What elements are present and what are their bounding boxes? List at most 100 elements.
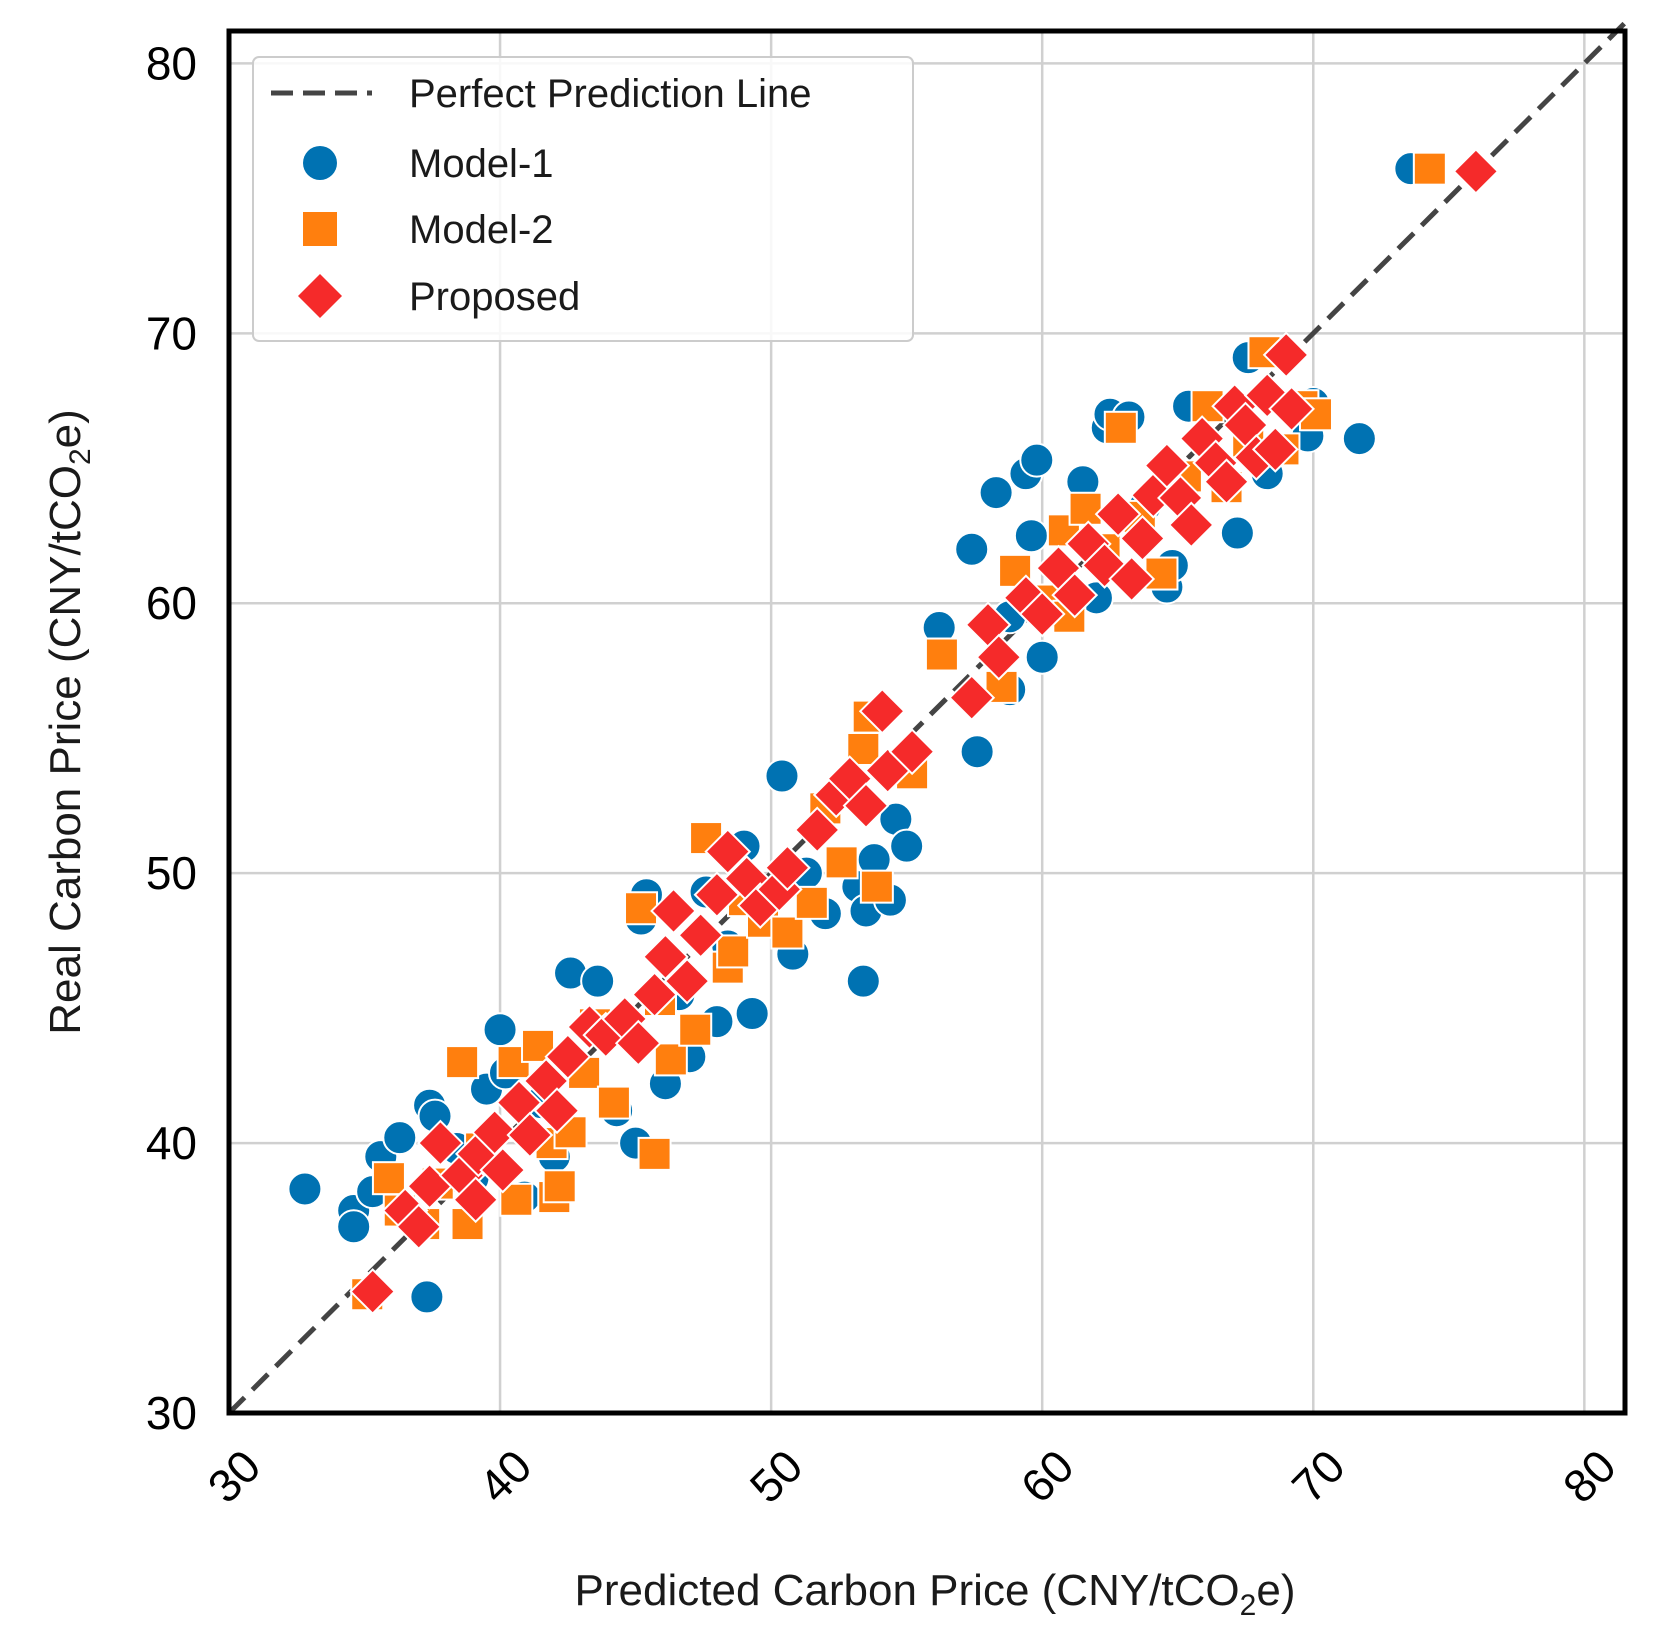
proposed-point	[533, 1087, 581, 1135]
y-tick-label: 70	[146, 307, 197, 359]
model-1-point	[1341, 421, 1377, 457]
proposed-point	[395, 1203, 443, 1251]
legend-label-model-2: Model-2	[409, 208, 554, 252]
model-2-point	[859, 869, 894, 904]
model-2-point	[371, 1161, 406, 1196]
proposed-point	[975, 633, 1023, 681]
legend: Perfect Prediction Line Model-1 Model-2 …	[252, 56, 914, 342]
proposed-point	[1094, 490, 1142, 538]
model-1-point	[1024, 639, 1060, 675]
proposed-point	[471, 1108, 519, 1156]
plot-frame	[226, 28, 1628, 1416]
y-tick-label: 50	[146, 847, 197, 899]
y-tick-label: 80	[146, 37, 197, 89]
model-1-point	[1219, 515, 1255, 551]
proposed-point	[1452, 147, 1500, 195]
proposed-point	[506, 1111, 554, 1159]
proposed-point	[349, 1268, 397, 1315]
proposed-point	[479, 1146, 527, 1194]
x-axis-title-end: e)	[1256, 1566, 1295, 1615]
legend-diamond-icon	[298, 274, 342, 318]
proposed-point	[544, 1033, 592, 1081]
proposed-point	[452, 1176, 500, 1224]
legend-label-model-1: Model-1	[409, 142, 554, 186]
proposed-point	[693, 871, 741, 919]
proposed-point	[1167, 501, 1215, 549]
proposed-point	[704, 828, 752, 875]
model-1-point	[959, 734, 995, 770]
model-2-point	[596, 1085, 631, 1120]
model-2-point	[1144, 556, 1179, 591]
proposed-point	[650, 887, 697, 935]
model-2-point	[1068, 491, 1103, 526]
y-tick-labels: 30 40 50 60 70 80	[146, 37, 197, 1439]
model-1-point	[889, 828, 925, 864]
model-2-point	[1103, 410, 1138, 445]
y-tick-label: 40	[146, 1117, 197, 1169]
proposed-point	[1262, 331, 1310, 379]
model-1-point	[580, 963, 616, 999]
proposed-point	[948, 674, 996, 722]
y-tick-label: 60	[146, 577, 197, 629]
proposed-point	[417, 1119, 464, 1167]
data-points	[287, 147, 1500, 1315]
proposed-point	[1203, 458, 1250, 506]
model-2-point	[542, 1169, 577, 1204]
legend-box	[252, 56, 914, 342]
y-axis-title-subscript: 2	[64, 448, 97, 465]
legend-label-proposed: Proposed	[409, 275, 580, 319]
model-1-point	[482, 1012, 518, 1048]
y-axis-title-main: Real Carbon Price (CNY/tCO	[41, 465, 90, 1035]
model-1-point	[764, 758, 800, 794]
model-1-point	[845, 963, 881, 999]
model-2-point	[653, 1042, 688, 1077]
model-2-point	[794, 885, 829, 920]
proposed-point	[1143, 442, 1191, 489]
proposed-point	[642, 933, 689, 981]
y-tick-label: 30	[146, 1387, 197, 1439]
legend-label-reference: Perfect Prediction Line	[409, 72, 811, 116]
model-1-point	[382, 1120, 418, 1156]
proposed-point	[858, 687, 906, 735]
model-2-point	[924, 637, 959, 672]
y-axis-title-end: e)	[41, 409, 90, 448]
proposed-point	[1108, 555, 1156, 603]
proposed-point	[1268, 385, 1316, 433]
model-1-point	[954, 531, 990, 567]
proposed-point	[631, 971, 678, 1019]
y-axis-title: Real Carbon Price (CNY/tCO2e)	[41, 409, 97, 1035]
proposed-point	[793, 806, 841, 854]
proposed-point	[663, 957, 711, 1005]
model-1-point	[1019, 442, 1055, 478]
x-axis-title-main: Predicted Carbon Price (CNY/tCO	[575, 1566, 1240, 1615]
model-1-point	[409, 1279, 445, 1315]
model-2-point	[624, 891, 659, 926]
model-2-point	[637, 1136, 672, 1171]
model-1-point	[287, 1171, 323, 1207]
proposed-point	[763, 844, 811, 892]
model-2-point	[824, 845, 859, 880]
model-1-point	[336, 1209, 372, 1245]
model-2-point	[678, 1012, 713, 1047]
model-2-point	[445, 1045, 480, 1080]
model-1-point	[1013, 518, 1049, 554]
x-axis-title-subscript: 2	[1240, 1589, 1257, 1622]
proposed-point	[1251, 425, 1299, 473]
model-2-point	[716, 934, 751, 969]
model-1-point	[734, 996, 770, 1032]
legend-circle-icon	[303, 146, 337, 180]
proposed-point	[1119, 515, 1166, 562]
proposed-point	[888, 728, 936, 776]
proposed-point	[842, 782, 890, 830]
model-1-point	[978, 475, 1014, 511]
proposed-point	[614, 1019, 662, 1067]
proposed-point	[677, 911, 725, 959]
model-2-point	[770, 915, 805, 950]
x-axis-title: Predicted Carbon Price (CNY/tCO2e)	[575, 1566, 1296, 1622]
model-2-point	[1412, 151, 1447, 186]
legend-square-icon	[303, 212, 337, 246]
proposed-point	[1018, 590, 1066, 638]
proposed-point	[1051, 571, 1099, 619]
series-proposed	[349, 147, 1500, 1315]
